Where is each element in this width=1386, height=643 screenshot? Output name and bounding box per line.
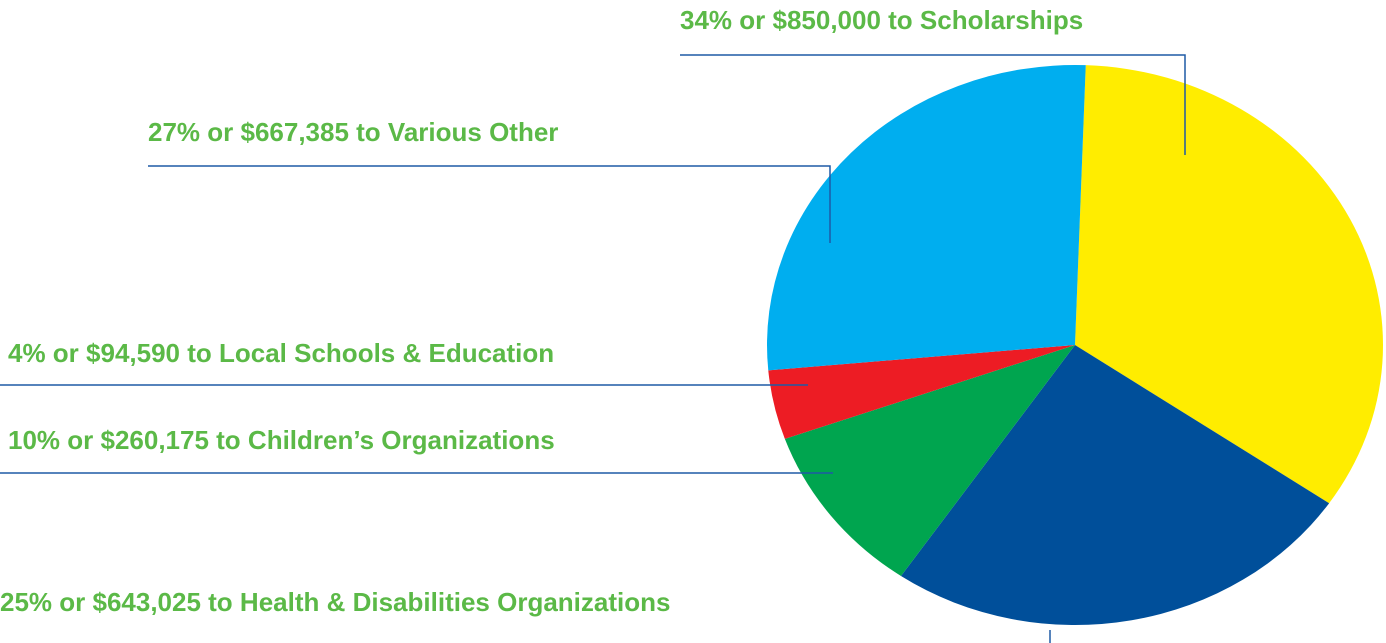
pie-slice (1075, 65, 1383, 504)
leader-line (148, 165, 831, 243)
slice-label: 34% or $850,000 to Scholarships (680, 5, 1083, 35)
pie-slice (767, 64, 1086, 371)
leader-line (680, 54, 1186, 155)
slice-label: 25% or $643,025 to Health & Disabilities… (0, 587, 670, 617)
pie-slice (768, 345, 1075, 439)
pie-slice (900, 345, 1330, 625)
slice-label: 27% or $667,385 to Various Other (148, 117, 558, 147)
pie (767, 64, 1383, 625)
pie-slice (784, 345, 1075, 577)
slice-label: 10% or $260,175 to Children’s Organizati… (8, 425, 555, 455)
slice-label: 4% or $94,590 to Local Schools & Educati… (8, 338, 554, 368)
